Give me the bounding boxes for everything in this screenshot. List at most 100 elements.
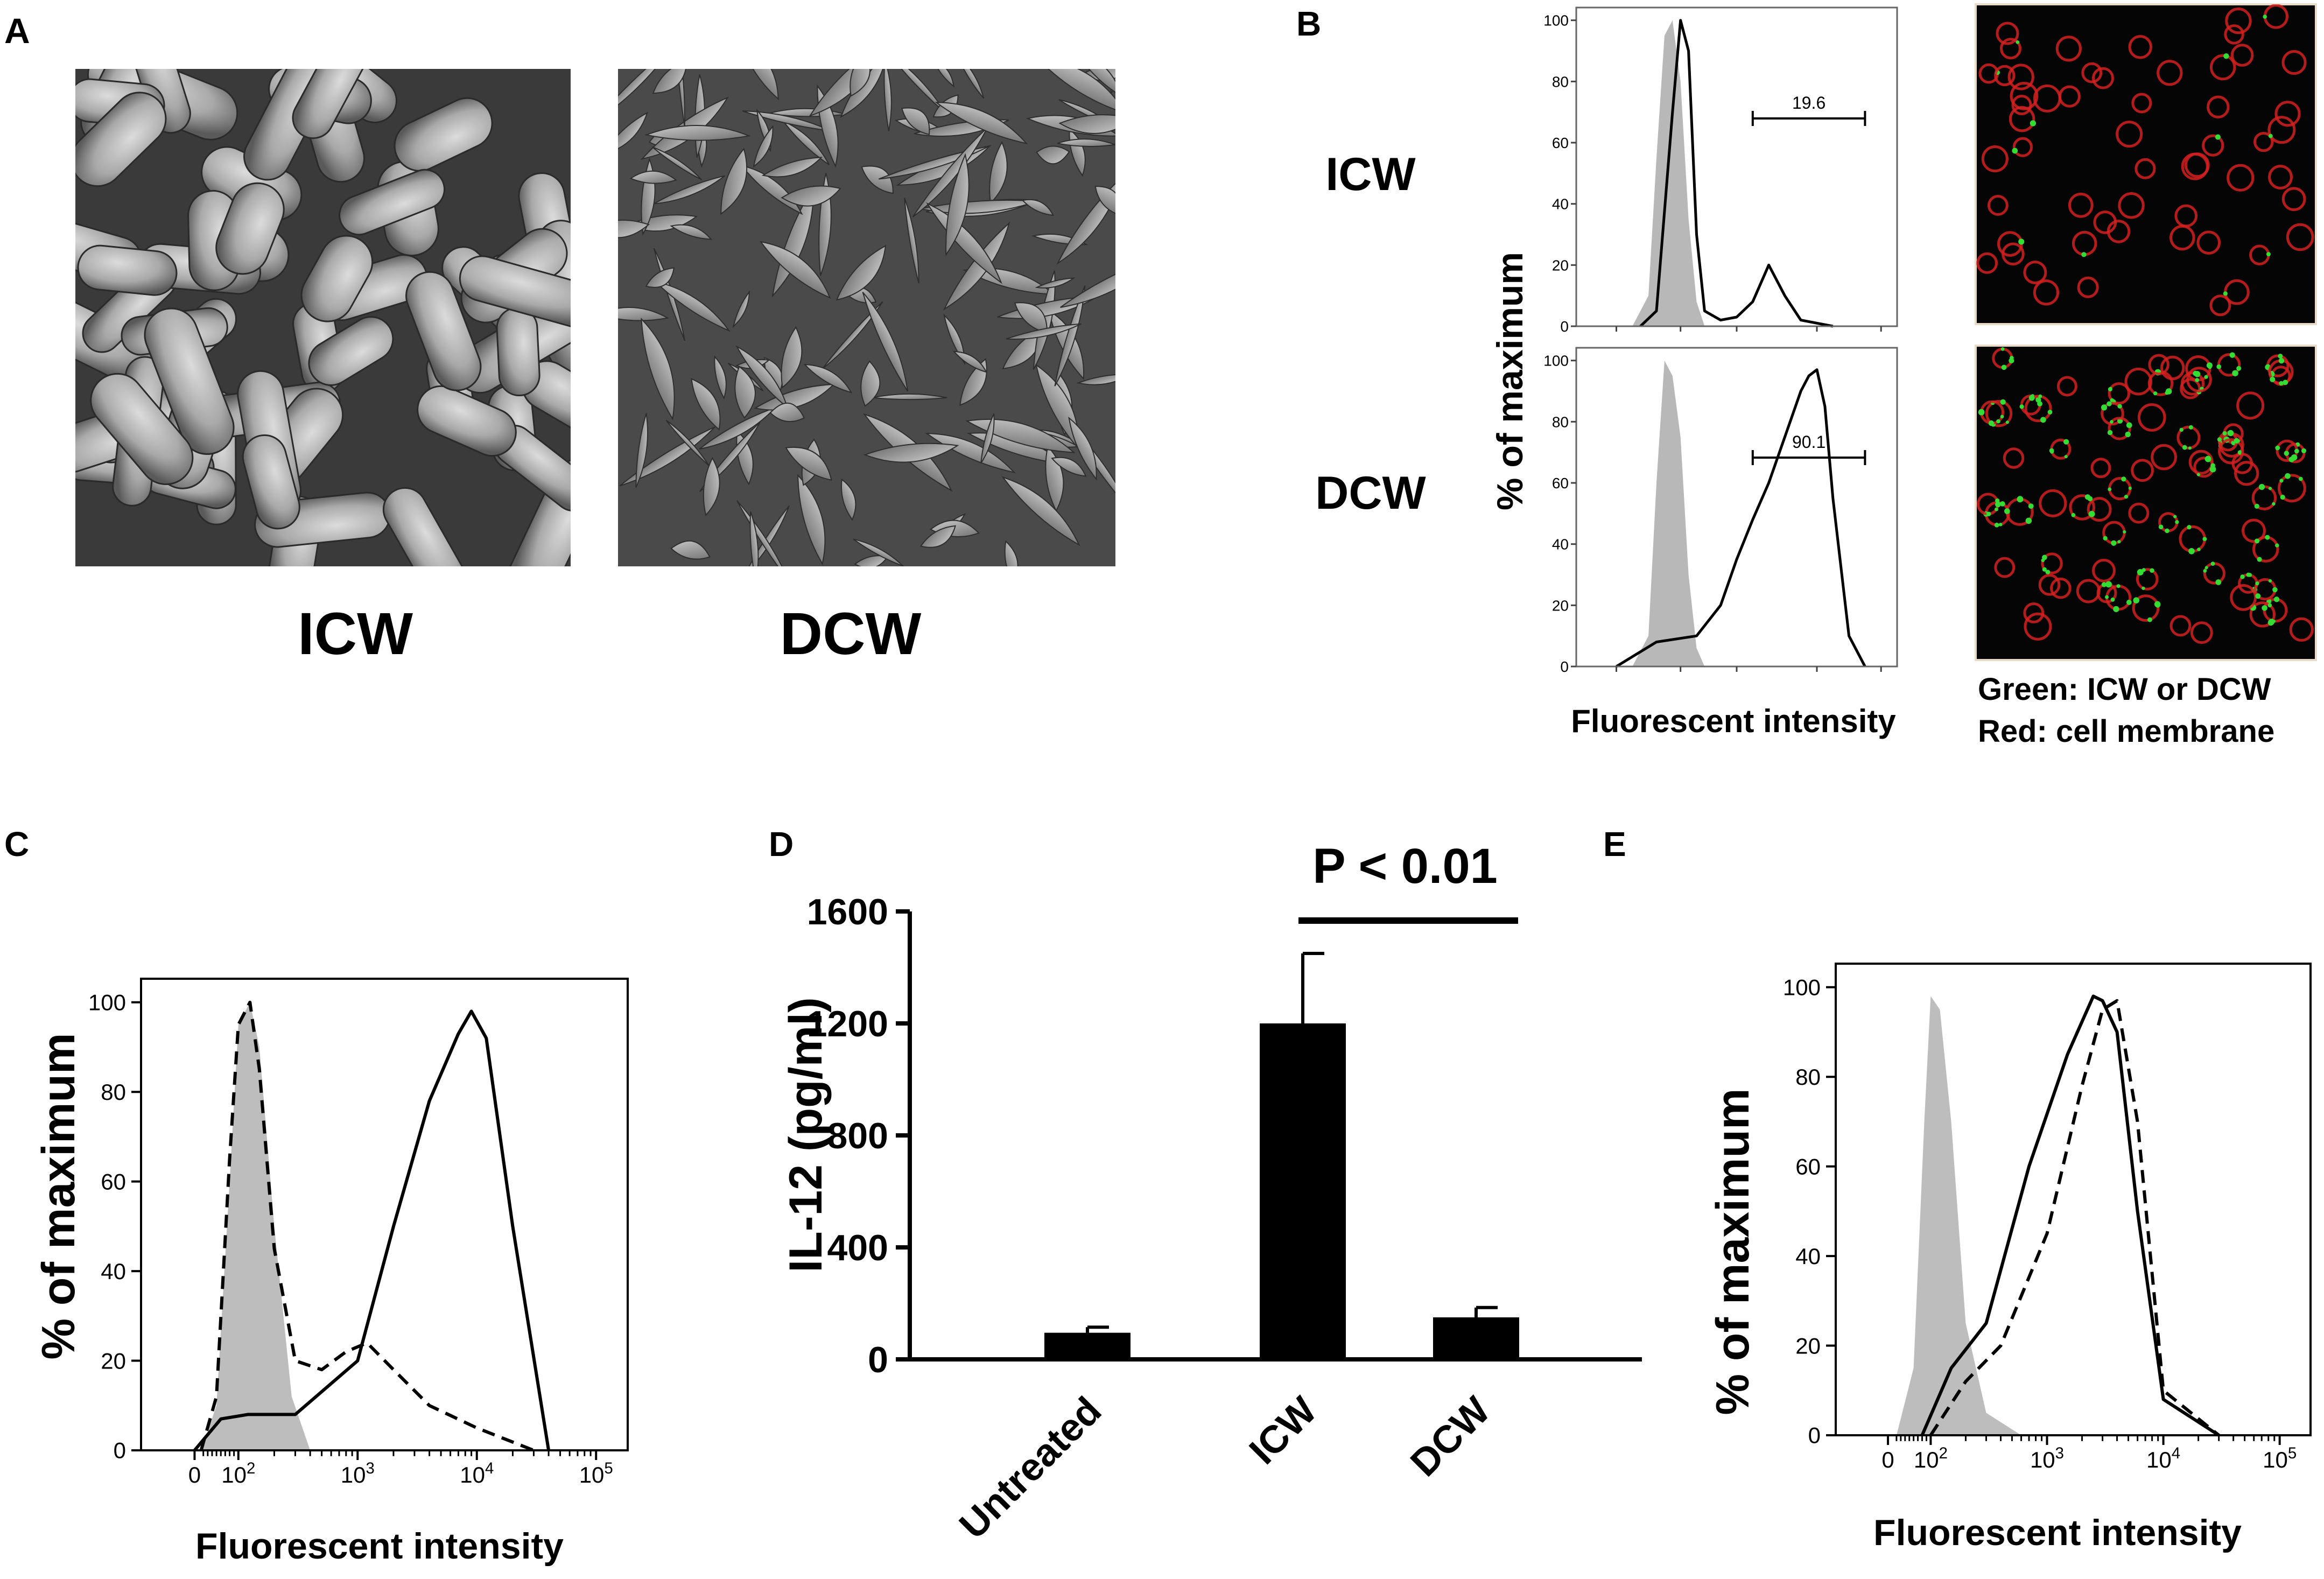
- particle-dot: [2000, 415, 2004, 419]
- cell-wall-fragment: [653, 280, 731, 332]
- particle-dot: [2133, 597, 2139, 603]
- particle-dot: [2268, 579, 2272, 583]
- y-tick-label: 1200: [807, 1003, 888, 1044]
- particle-dot: [2041, 555, 2047, 560]
- cell-membrane-ring: [2136, 568, 2159, 591]
- particle-dot: [2030, 120, 2037, 127]
- cell-membrane-ring: [2131, 459, 2154, 482]
- particle-dot: [2258, 483, 2265, 490]
- particle-dot: [2204, 455, 2211, 462]
- cell-wall-fragment: [670, 224, 713, 240]
- cell-membrane-ring: [2116, 121, 2143, 148]
- y-tick-label: 0: [114, 1438, 126, 1463]
- y-tick-label: 20: [101, 1348, 126, 1373]
- microscopy-image-icw: [1975, 3, 2317, 325]
- particle-dot: [2153, 391, 2158, 396]
- gate-percentage-label: 19.6: [1792, 93, 1826, 113]
- particle-dot: [2124, 495, 2129, 499]
- histogram-filled-control-0: [1896, 996, 2021, 1435]
- cell-wall-fragment: [1057, 138, 1115, 148]
- cell-wall-fragment: [854, 555, 889, 566]
- histogram-filled-control: [1632, 360, 1705, 666]
- cell-membrane-ring: [2137, 403, 2166, 432]
- bacterial-rod: [242, 434, 300, 530]
- cell-wall-fragment: [1004, 540, 1019, 566]
- x-tick-exponent: 5: [604, 1459, 613, 1477]
- y-tick-label: 20: [1552, 597, 1569, 614]
- bacterial-rod: [308, 316, 394, 386]
- particle-dot: [2107, 401, 2112, 406]
- cell-membrane-ring: [2227, 164, 2255, 192]
- cell-membrane-ring: [2209, 54, 2236, 81]
- bacterial-rod: [339, 169, 445, 236]
- cell-membrane-ring: [2068, 192, 2094, 218]
- y-tick-label: 100: [88, 990, 126, 1015]
- particle-dot: [2254, 503, 2259, 509]
- particle-dot: [2278, 357, 2285, 364]
- particle-dot: [1995, 501, 2001, 508]
- bacterial-rod: [144, 307, 235, 455]
- x-tick-label: 0: [188, 1462, 201, 1487]
- cell-wall-fragment: [919, 525, 956, 548]
- x-tick-label: 103: [2030, 1444, 2064, 1472]
- cell-membrane-ring: [2286, 223, 2314, 251]
- cell-membrane-ring: [2108, 382, 2131, 405]
- x-tick-exponent: 5: [2288, 1444, 2297, 1462]
- particle-dot: [2301, 448, 2307, 453]
- particle-dot: [2000, 347, 2005, 351]
- particle-dot: [2196, 473, 2200, 476]
- row-label-icw: ICW: [1325, 149, 1416, 200]
- particle-dot: [2299, 476, 2303, 481]
- particle-dot: [2204, 375, 2208, 379]
- cell-wall-fragment: [629, 170, 678, 184]
- y-tick-label: 100: [1543, 353, 1569, 369]
- particle-dot: [2223, 291, 2228, 296]
- particle-dot: [2017, 496, 2024, 503]
- particle-dot: [2049, 448, 2054, 453]
- particle-dot: [1999, 501, 2005, 507]
- bacterial-rod: [292, 69, 369, 139]
- particle-dot: [2165, 388, 2172, 395]
- cell-membrane-ring: [2090, 458, 2111, 479]
- particle-dot: [2150, 568, 2154, 573]
- cell-membrane-ring: [2101, 402, 2124, 426]
- bacterial-rod: [75, 92, 167, 187]
- particle-dot: [2268, 134, 2273, 138]
- y-tick-label: 60: [1552, 475, 1569, 492]
- cell-membrane-ring: [2131, 93, 2152, 114]
- particle-dot: [2087, 496, 2093, 502]
- particle-dot: [2016, 40, 2020, 44]
- particle-dot: [2154, 602, 2161, 608]
- particle-dot: [2275, 445, 2280, 451]
- particle-dot: [2081, 252, 2087, 257]
- particle-dot: [2275, 543, 2279, 548]
- particle-dot: [2125, 431, 2131, 438]
- particle-dot: [2223, 53, 2229, 59]
- particle-dot: [2229, 352, 2235, 358]
- cell-wall-fragment: [753, 125, 774, 168]
- cell-wall-fragment: [652, 146, 703, 180]
- particle-dot: [2269, 619, 2275, 625]
- particle-dot: [2001, 364, 2007, 370]
- particle-dot: [2215, 134, 2221, 140]
- particle-dot: [2110, 420, 2114, 424]
- cell-membrane-ring: [2024, 395, 2052, 423]
- bar-untreated: [1044, 1332, 1131, 1359]
- y-tick-label: 40: [101, 1259, 126, 1284]
- cell-wall-fragment: [943, 313, 966, 366]
- cell-membrane-ring: [2033, 279, 2060, 306]
- cell-wall-fragment: [732, 290, 750, 328]
- particle-dot: [2126, 422, 2132, 429]
- x-tick-label: 105: [2263, 1444, 2297, 1472]
- histogram-line-solid: [1920, 994, 2220, 1437]
- particle-dot: [2210, 562, 2215, 566]
- cell-wall-fragment: [691, 378, 721, 431]
- cell-membrane-ring: [2041, 552, 2063, 574]
- particle-dot: [2012, 148, 2018, 154]
- particle-dot: [2254, 538, 2260, 544]
- particle-dot: [2267, 603, 2272, 608]
- particle-dot: [2173, 515, 2177, 518]
- particle-dot: [2108, 387, 2112, 392]
- microscopy-image-dcw: [1975, 345, 2317, 661]
- particle-dot: [1999, 523, 2003, 527]
